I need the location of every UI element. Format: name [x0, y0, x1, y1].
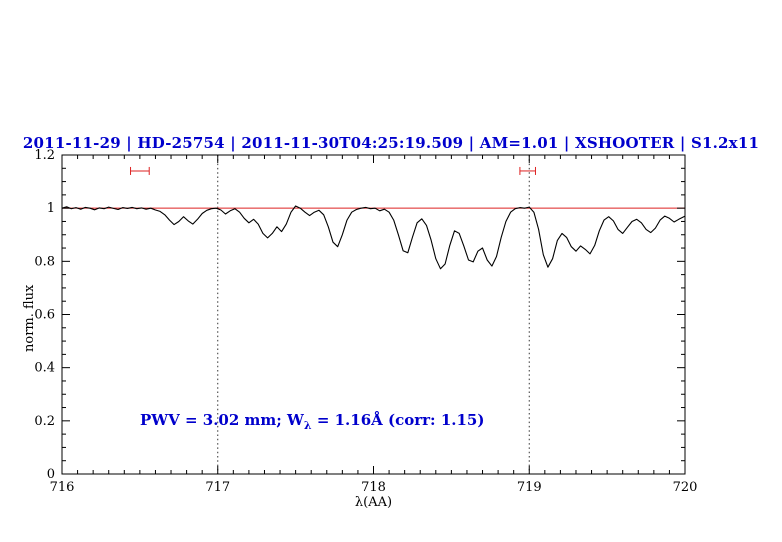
- x-tick-label: 720: [673, 480, 698, 495]
- x-tick-label: 717: [205, 480, 230, 495]
- pwv-annotation: PWV = 3.02 mm; Wλ = 1.16Å (corr: 1.15): [140, 411, 484, 432]
- y-tick-label: 1.2: [34, 148, 55, 163]
- y-tick-label: 0.2: [34, 414, 55, 429]
- y-tick-label: 0.8: [34, 254, 55, 269]
- y-tick-label: 0: [47, 467, 55, 482]
- x-axis-label: λ(AA): [354, 495, 393, 510]
- x-tick-label: 719: [517, 480, 542, 495]
- plot-title: 2011-11-29 | HD-25754 | 2011-11-30T04:25…: [22, 134, 760, 152]
- lambda-subscript: λ: [303, 419, 312, 432]
- spectrum-line: [61, 205, 686, 270]
- y-tick-label: 0.6: [34, 308, 55, 323]
- x-tick-label: 718: [361, 480, 386, 495]
- x-tick-label: 716: [50, 480, 75, 495]
- y-tick-label: 1: [47, 201, 55, 216]
- pwv-annotation-suffix: = 1.16Å (corr: 1.15): [311, 411, 485, 429]
- y-tick-label: 0.4: [34, 361, 55, 376]
- pwv-annotation-prefix: PWV = 3.02 mm; W: [140, 411, 304, 429]
